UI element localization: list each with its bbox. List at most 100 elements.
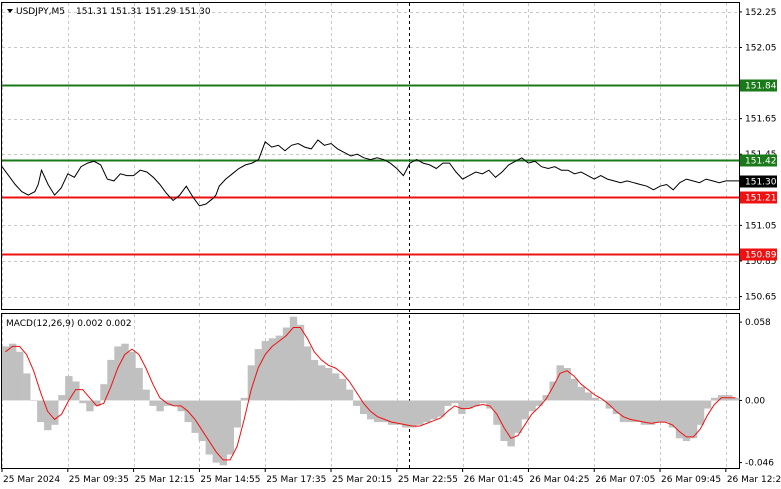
macd-histogram-bar bbox=[240, 397, 248, 401]
macd-histogram-bar bbox=[310, 359, 319, 401]
macd-histogram-bar bbox=[247, 365, 256, 401]
macd-histogram-bar bbox=[135, 368, 143, 401]
macd-histogram-bar bbox=[191, 400, 199, 433]
macd-histogram-bar bbox=[514, 400, 522, 433]
level-badge bbox=[740, 79, 777, 92]
price-axis-label: 150.65 bbox=[745, 293, 777, 303]
macd-histogram-bar bbox=[549, 381, 557, 401]
horizontal-levels[interactable] bbox=[2, 84, 739, 256]
symbol-menu-triangle-icon[interactable] bbox=[7, 9, 13, 13]
macd-axis-label: -0.046 bbox=[745, 459, 774, 469]
macd-histogram-bar bbox=[654, 400, 663, 423]
macd-histogram-bar bbox=[331, 373, 340, 401]
level-badge bbox=[740, 191, 777, 204]
time-axis-label: 25 Mar 20:15 bbox=[332, 475, 392, 485]
macd-histogram-bar bbox=[437, 400, 445, 417]
macd-histogram-bar bbox=[360, 400, 368, 414]
level-badge-label: 151.84 bbox=[745, 82, 777, 92]
price-axis[interactable]: 152.25152.05151.65151.45151.05150.85150.… bbox=[739, 8, 777, 303]
macd-histogram-bar bbox=[430, 400, 438, 420]
macd-histogram-bar bbox=[44, 400, 52, 431]
macd-histogram-bar bbox=[416, 400, 424, 425]
macd-histogram-bar bbox=[156, 400, 164, 412]
macd-histogram-bar bbox=[381, 400, 389, 423]
macd-histogram-bar bbox=[507, 400, 515, 447]
macd-histogram-bar bbox=[79, 400, 87, 404]
current-price-label: 151.30 bbox=[745, 178, 777, 188]
macd-histogram-bar bbox=[37, 400, 45, 423]
macd-histogram-bar bbox=[409, 400, 417, 428]
macd-histogram-bar bbox=[345, 389, 354, 401]
macd-pane-frame bbox=[1, 313, 740, 469]
macd-axis[interactable]: 0.058 0.00 -0.046 bbox=[739, 318, 774, 469]
macd-pane-grid bbox=[2, 314, 727, 468]
time-axis-label: 25 Mar 09:35 bbox=[69, 475, 129, 485]
macd-histogram-bar bbox=[388, 400, 396, 425]
price-pane-grid bbox=[2, 3, 739, 309]
macd-histogram-bar bbox=[577, 386, 585, 401]
macd-histogram-bar bbox=[198, 400, 206, 441]
macd-histogram-bar bbox=[563, 368, 571, 401]
macd-histogram-bar bbox=[93, 400, 101, 406]
macd-histogram-bar bbox=[282, 327, 291, 401]
macd-histogram-bar bbox=[675, 400, 684, 439]
macd-histogram-bar bbox=[668, 400, 677, 428]
macd-histogram-bar bbox=[647, 400, 656, 425]
macd-histogram-bar bbox=[205, 400, 213, 455]
macd-histogram-bar bbox=[626, 400, 635, 423]
macd-histogram-bar bbox=[710, 397, 719, 401]
time-axis-label: 26 Mar 09:45 bbox=[661, 475, 721, 485]
macd-histogram-bar bbox=[423, 400, 431, 423]
macd-histogram-bar bbox=[233, 400, 241, 428]
macd-histogram-bar bbox=[367, 400, 375, 420]
macd-histogram-bar bbox=[528, 400, 536, 412]
macd-histogram-bar bbox=[458, 400, 466, 414]
level-badge-label: 150.89 bbox=[745, 251, 777, 261]
macd-histogram-bar bbox=[493, 400, 501, 425]
macd-histogram-bar bbox=[317, 365, 326, 401]
macd-axis-label: 0.058 bbox=[745, 318, 771, 328]
macd-histogram-bar bbox=[65, 376, 73, 401]
macd-histogram-bar bbox=[170, 400, 178, 406]
price-axis-label: 152.05 bbox=[745, 43, 777, 53]
macd-histogram-bar bbox=[289, 316, 298, 401]
macd-histogram-bar bbox=[268, 338, 277, 401]
macd-histogram-bar bbox=[254, 349, 263, 401]
time-axis-label: 26 Mar 12:25 bbox=[727, 475, 781, 485]
macd-histogram-bar bbox=[661, 400, 670, 423]
macd-histogram-bar bbox=[500, 400, 508, 441]
time-axis-label: 26 Mar 01:45 bbox=[464, 475, 524, 485]
ohlc-readout: 151.31 151.31 151.29 151.30 bbox=[76, 7, 211, 17]
price-axis-label: 152.25 bbox=[745, 8, 777, 18]
level-badge-label: 151.21 bbox=[745, 194, 777, 204]
macd-histogram-bar bbox=[261, 341, 270, 401]
price-pane-frame bbox=[1, 2, 740, 310]
macd-histogram-bar bbox=[2, 346, 10, 401]
macd-histogram-bar bbox=[703, 400, 712, 409]
macd-histogram-bar bbox=[472, 400, 480, 406]
macd-histogram-bar bbox=[51, 400, 59, 425]
macd-histogram-bar bbox=[16, 351, 24, 401]
macd-indicator-label[interactable]: MACD(12,26,9) 0.002 0.002 bbox=[6, 319, 132, 329]
symbol-title[interactable]: USDJPY,M5 bbox=[16, 7, 65, 17]
macd-histogram-bar bbox=[338, 378, 347, 401]
time-axis-label: 25 Mar 17:35 bbox=[266, 475, 326, 485]
macd-histogram-bar bbox=[619, 400, 628, 423]
time-axis-label: 25 Mar 2024 bbox=[3, 475, 60, 485]
macd-histogram-bar bbox=[303, 346, 312, 401]
time-axis-label: 25 Mar 14:55 bbox=[200, 475, 260, 485]
macd-histogram-bar bbox=[149, 400, 157, 406]
macd-signal-line bbox=[5, 327, 736, 461]
time-axis[interactable]: 25 Mar 2024 25 Mar 09:35 25 Mar 12:15 25 Ma… bbox=[1, 468, 781, 485]
price-axis-label: 151.05 bbox=[745, 221, 777, 231]
macd-histogram-bar bbox=[535, 400, 543, 406]
macd-histogram-bar bbox=[128, 351, 136, 401]
macd-histogram-bar bbox=[402, 400, 410, 428]
macd-histogram-bar bbox=[584, 392, 592, 401]
macd-histogram-bar bbox=[591, 397, 599, 401]
time-axis-label: 26 Mar 04:25 bbox=[529, 475, 589, 485]
price-axis-label: 150.85 bbox=[745, 257, 777, 267]
macd-histogram-bar bbox=[732, 397, 740, 401]
macd-histogram-bar bbox=[30, 400, 38, 401]
